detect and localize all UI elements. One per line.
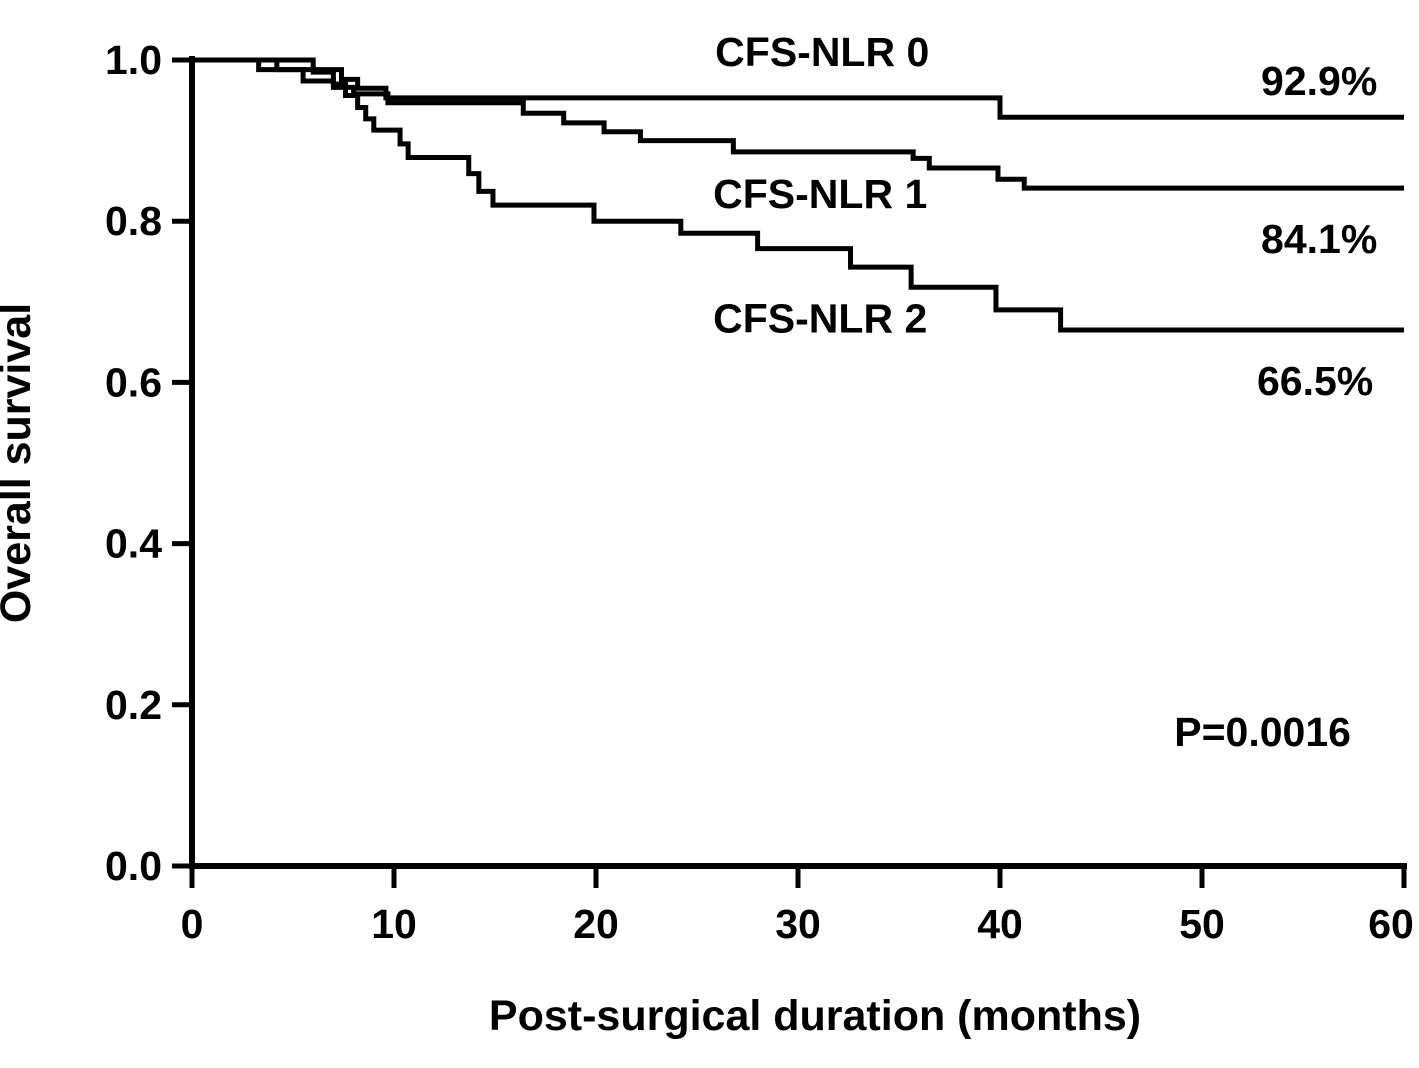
series-final-pct: 66.5% bbox=[1257, 358, 1373, 404]
y-tick-label: 0.2 bbox=[105, 682, 162, 728]
series-label: CFS-NLR 2 bbox=[713, 296, 927, 342]
axes-group bbox=[172, 56, 1407, 888]
y-tick-label: 0.4 bbox=[105, 521, 162, 567]
series-label: CFS-NLR 1 bbox=[713, 171, 927, 217]
x-axis-title: Post-surgical duration (months) bbox=[489, 992, 1141, 1040]
x-tick-label: 40 bbox=[977, 901, 1023, 947]
x-tick-label: 0 bbox=[181, 901, 204, 947]
p-value-label: P=0.0016 bbox=[1174, 709, 1351, 755]
survival-curve-2 bbox=[192, 57, 1404, 333]
x-tick-label: 10 bbox=[371, 901, 417, 947]
y-tick-label: 0.0 bbox=[105, 843, 162, 889]
series-final-pct: 84.1% bbox=[1261, 216, 1377, 262]
x-tick-label: 30 bbox=[775, 901, 821, 947]
y-tick-label: 1.0 bbox=[105, 37, 162, 83]
survival-curve-1 bbox=[192, 57, 1404, 191]
series-final-pct: 92.9% bbox=[1261, 58, 1377, 104]
labels-group: 1.0 0.8 0.6 0.4 0.2 0.0 0 10 20 30 40 50 60 Post-surg… bbox=[0, 29, 1414, 1040]
y-axis-title: Overall survival bbox=[0, 303, 40, 623]
y-tick-label: 0.8 bbox=[105, 198, 162, 244]
y-tick-label: 0.6 bbox=[105, 359, 162, 405]
x-tick-label: 60 bbox=[1368, 901, 1414, 947]
x-tick-label: 20 bbox=[573, 901, 619, 947]
series-label: CFS-NLR 0 bbox=[715, 29, 929, 75]
curves-group bbox=[192, 57, 1404, 333]
x-tick-label: 50 bbox=[1179, 901, 1225, 947]
